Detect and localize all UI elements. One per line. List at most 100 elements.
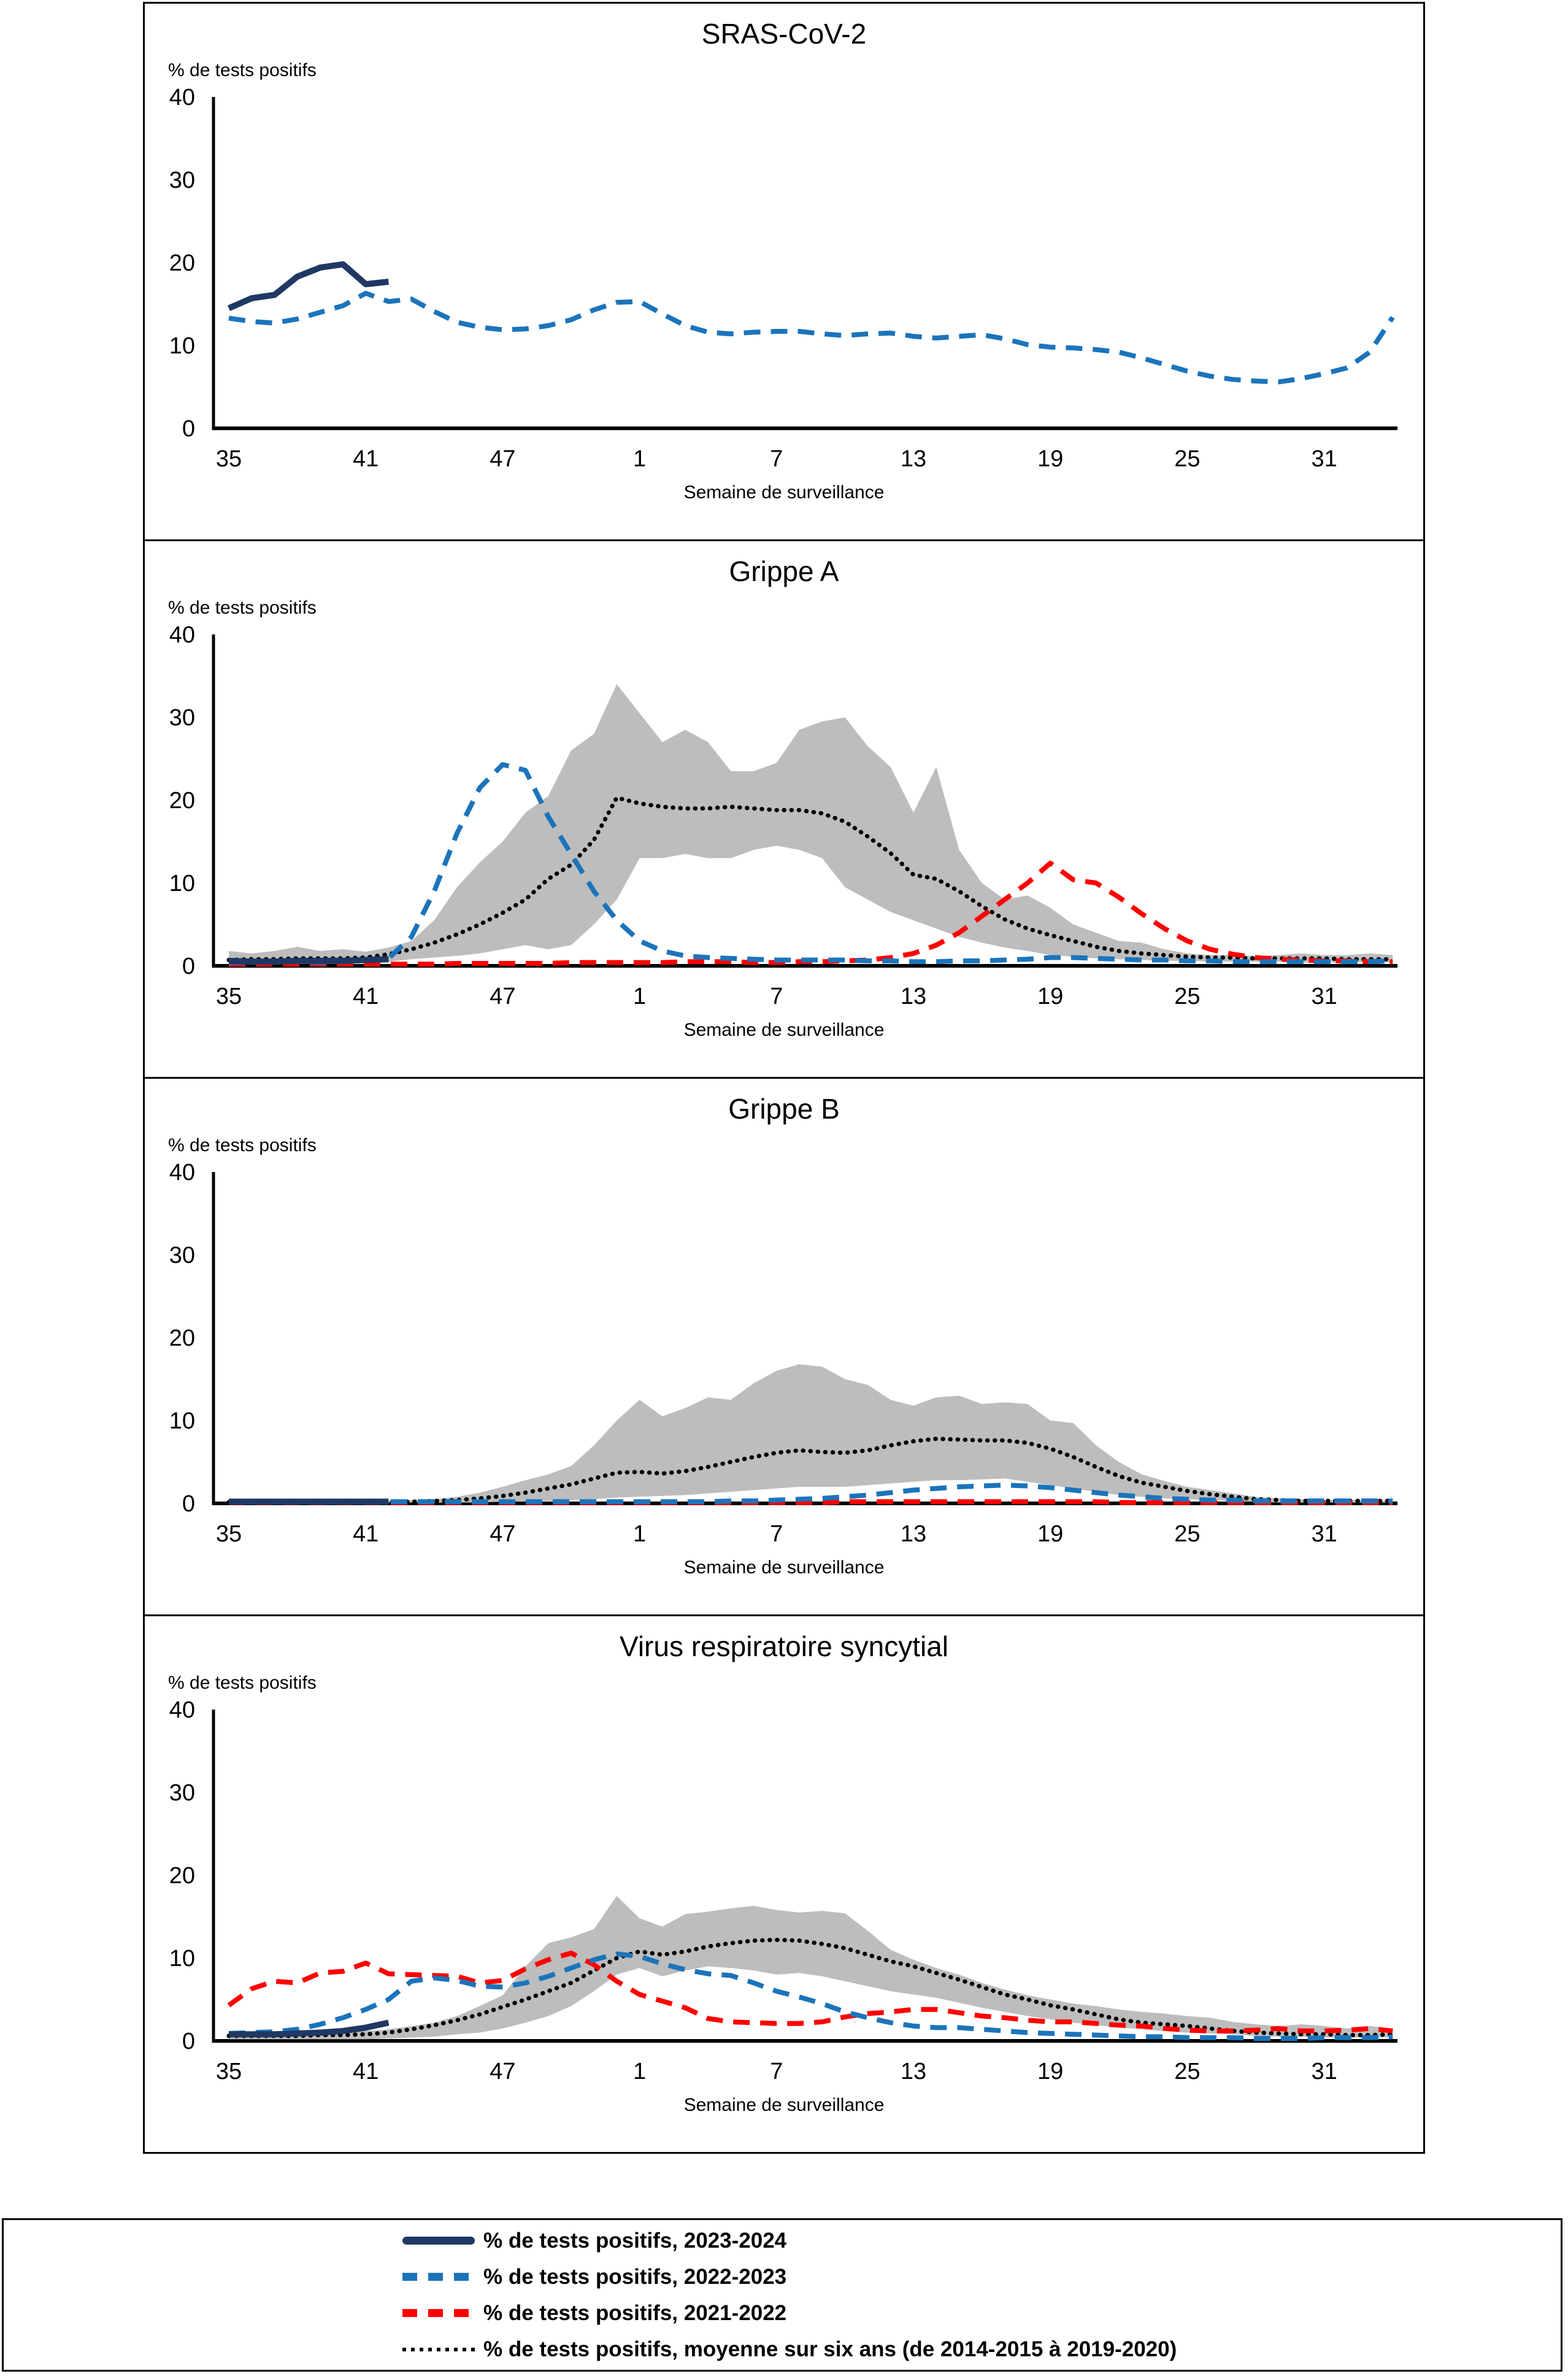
chart-panel-virus-respiratoire-syncytial: 0 10 20 30 40 35 41 47 1 7 13 19 25 31 Virus respirat…: [145, 1614, 1423, 2152]
x-tick-label: 35: [216, 984, 242, 1009]
series-line-dotted: [226, 1937, 1395, 2038]
y-axis-label: % de tests positifs: [168, 1673, 317, 1693]
legend-item: % de tests positifs, 2021-2022: [402, 2300, 1561, 2325]
chart-canvas-sras-cov-2: 0 10 20 30 40 35 41 47 1 7 13 19 25 31: [169, 85, 1397, 472]
chart-panel-grippe-a: 0 10 20 30 40 35 41 47 1 7 13 19 25 31 Grippe A % de …: [145, 539, 1423, 1077]
x-tick-label: 7: [770, 2059, 783, 2084]
x-tick-label: 7: [770, 1521, 783, 1547]
y-tick-label: 30: [169, 168, 195, 193]
x-tick-label: 47: [490, 446, 515, 472]
x-tick-label: 35: [216, 446, 242, 472]
legend-line-sample-dashed-red-icon: [402, 2309, 475, 2317]
x-axis-label: Semaine de surveillance: [683, 2095, 885, 2115]
y-tick-label: 30: [169, 1243, 195, 1268]
y-tick-label: 20: [169, 788, 195, 814]
chart-panel-sras-cov-2: 0 10 20 30 40 35 41 47 1 7 13 19 25 31 SRAS-CoV-2 % d…: [145, 4, 1423, 539]
x-tick-label: 25: [1174, 2059, 1200, 2084]
x-tick-label: 1: [633, 984, 646, 1009]
y-tick-label: 20: [169, 250, 195, 276]
y-tick-label: 0: [182, 954, 195, 979]
y-tick-label: 0: [182, 416, 195, 442]
legend-line-sample-dotted-black-icon: [402, 2347, 475, 2351]
series-line-solid: [229, 2019, 390, 2038]
legend-line-sample-dashed-blue-icon: [402, 2273, 475, 2281]
series-line-dashed: [227, 1950, 1393, 2034]
x-tick-label: 31: [1311, 446, 1337, 472]
chart-title: SRAS-CoV-2: [701, 18, 867, 50]
y-tick-label: 20: [169, 1863, 195, 1889]
chart-panel-grippe-b: 0 10 20 30 40 35 41 47 1 7 13 19 25 31 Grippe B % de …: [145, 1077, 1423, 1614]
y-axis-label: % de tests positifs: [168, 598, 317, 618]
x-tick-label: 13: [901, 984, 926, 1009]
x-axis-label: Semaine de surveillance: [683, 1557, 885, 1578]
y-tick-label: 30: [169, 1780, 195, 1806]
min-max-band: [229, 1895, 1393, 2040]
chart-title: Grippe A: [729, 555, 839, 587]
legend-line-sample-solid-navy-icon: [402, 2237, 475, 2245]
legend-item: % de tests positifs, 2022-2023: [402, 2265, 1561, 2289]
x-tick-label: 19: [1037, 2059, 1063, 2084]
min-max-band: [229, 684, 1393, 963]
x-tick-label: 35: [216, 1521, 242, 1547]
x-tick-label: 41: [353, 446, 379, 472]
chart-title: Grippe B: [728, 1093, 840, 1125]
series-line-dashed: [228, 1951, 1393, 2041]
series-line-dashed: [229, 762, 1393, 965]
x-tick-label: 31: [1311, 1521, 1337, 1547]
x-tick-label: 47: [490, 984, 515, 1009]
y-tick-label: 20: [169, 1325, 195, 1351]
x-tick-label: 25: [1174, 1521, 1200, 1547]
series-line-dashed: [229, 1483, 1393, 1505]
x-tick-label: 19: [1037, 1521, 1063, 1547]
x-tick-label: 1: [633, 2059, 646, 2084]
x-tick-label: 31: [1311, 2059, 1337, 2084]
respiratory-virus-figure: 0 10 20 30 40 35 41 47 1 7 13 19 25 31 SRAS-CoV-2 % d…: [143, 2, 1425, 2154]
y-tick-label: 40: [169, 1697, 195, 1723]
legend-item: % de tests positifs, 2023-2024: [402, 2229, 1561, 2253]
x-tick-label: 13: [901, 1521, 926, 1547]
x-axis-label: Semaine de surveillance: [683, 1020, 885, 1040]
x-axis-label: Semaine de surveillance: [683, 482, 885, 503]
legend-item-label: % de tests positifs, 2022-2023: [483, 2264, 787, 2289]
y-tick-label: 40: [169, 85, 195, 110]
y-tick-label: 10: [169, 1946, 195, 1972]
x-tick-label: 47: [490, 2059, 515, 2084]
x-tick-label: 13: [901, 2059, 926, 2084]
chart-canvas-grippe-b: 0 10 20 30 40 35 41 47 1 7 13 19 25 31: [169, 1160, 1397, 1547]
x-tick-label: 25: [1174, 446, 1200, 472]
legend-item-label: % de tests positifs, 2021-2022: [483, 2300, 787, 2325]
y-tick-label: 10: [169, 333, 195, 359]
y-tick-label: 0: [182, 1491, 195, 1517]
x-tick-label: 31: [1311, 984, 1337, 1009]
x-tick-label: 19: [1037, 446, 1063, 472]
x-tick-label: 13: [901, 446, 926, 472]
legend-item-label: % de tests positifs, 2023-2024: [483, 2228, 787, 2253]
y-axis-label: % de tests positifs: [168, 60, 317, 80]
y-tick-label: 0: [182, 2029, 195, 2054]
x-tick-label: 19: [1037, 984, 1063, 1009]
y-axis-label: % de tests positifs: [168, 1135, 317, 1155]
series-line-dotted: [226, 795, 1395, 962]
y-tick-label: 40: [169, 1160, 195, 1186]
chart-canvas-grippe-a: 0 10 20 30 40 35 41 47 1 7 13 19 25 31: [169, 622, 1397, 1009]
x-tick-label: 41: [353, 984, 379, 1009]
series-line-dashed: [228, 290, 1395, 385]
x-tick-label: 35: [216, 2059, 242, 2084]
chart-canvas-virus-respiratoire-syncytial: 0 10 20 30 40 35 41 47 1 7 13 19 25 31: [169, 1697, 1397, 2084]
y-tick-label: 40: [169, 622, 195, 648]
x-tick-label: 25: [1174, 984, 1200, 1009]
x-tick-label: 41: [353, 1521, 379, 1547]
y-tick-label: 10: [169, 1408, 195, 1434]
x-tick-label: 7: [770, 984, 783, 1009]
x-tick-label: 1: [633, 1521, 646, 1547]
series-line-solid: [228, 261, 389, 311]
legend-item-label: % de tests positifs, moyenne sur six ans…: [483, 2337, 1177, 2361]
x-tick-label: 41: [353, 2059, 379, 2084]
x-tick-label: 47: [490, 1521, 515, 1547]
legend-item: % de tests positifs, moyenne sur six ans…: [402, 2337, 1561, 2361]
x-tick-label: 7: [770, 446, 783, 472]
chart-legend: % de tests positifs, 2023-2024 % de test…: [2, 2218, 1562, 2372]
x-tick-label: 1: [633, 446, 646, 472]
y-tick-label: 10: [169, 871, 195, 896]
